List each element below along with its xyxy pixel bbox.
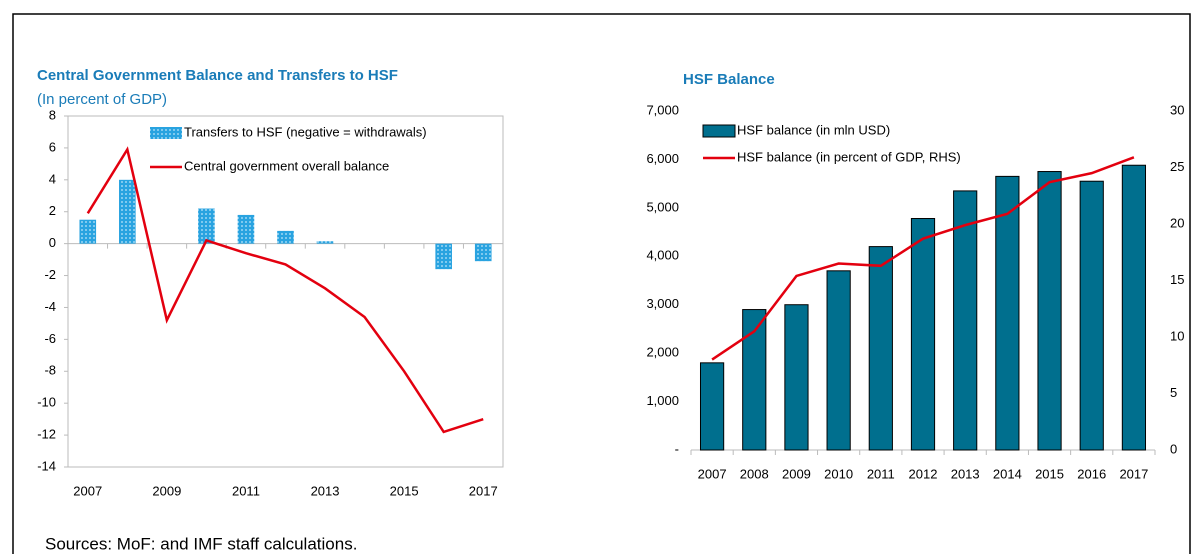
bar <box>119 179 136 244</box>
bar <box>953 190 978 451</box>
bar <box>316 241 334 244</box>
bar <box>79 219 97 244</box>
y-tick-label: -10 <box>37 395 56 410</box>
bar <box>826 270 851 451</box>
legend-label: HSF balance (in percent of GDP, RHS) <box>737 149 961 164</box>
footnote: Sources: MoF: and IMF staff calculations… <box>45 534 357 553</box>
line <box>86 146 484 434</box>
bar <box>868 246 893 451</box>
y2-tick-label: 20 <box>1170 215 1184 230</box>
chart-subtitle: (In percent of GDP) <box>37 91 167 108</box>
x-tick-label: 2013 <box>311 483 340 498</box>
bar <box>474 243 492 262</box>
y-tick-label: -4 <box>44 299 56 314</box>
bar <box>1037 171 1062 451</box>
y-tick-label: 8 <box>49 107 56 122</box>
bar <box>198 208 215 244</box>
y-tick-label: -12 <box>37 427 56 442</box>
y2-tick-label: 25 <box>1170 159 1184 174</box>
y2-tick-label: 15 <box>1170 272 1184 287</box>
y-tick-label: 6 <box>49 139 56 154</box>
x-tick-label: 2015 <box>390 483 419 498</box>
legend-label: HSF balance (in mln USD) <box>737 122 890 137</box>
bar <box>784 304 809 451</box>
x-tick-label: 2014 <box>993 466 1022 481</box>
x-tick-label: 2010 <box>824 466 853 481</box>
legend-swatch <box>150 127 182 139</box>
chart-title: Central Government Balance and Transfers… <box>37 67 398 84</box>
y-tick-label: 6,000 <box>646 151 679 166</box>
bar <box>910 218 936 451</box>
y-tick-label: - <box>675 441 679 456</box>
bar <box>1079 180 1104 451</box>
bar <box>995 175 1020 451</box>
y2-tick-label: 30 <box>1170 102 1184 117</box>
y-tick-label: 7,000 <box>646 102 679 117</box>
y-tick-label: 3,000 <box>646 296 679 311</box>
x-tick-label: 2013 <box>951 466 980 481</box>
x-tick-label: 2009 <box>782 466 811 481</box>
chart-title: HSF Balance <box>683 71 775 88</box>
y2-tick-label: 10 <box>1170 328 1184 343</box>
y2-tick-label: 5 <box>1170 385 1177 400</box>
y-tick-label: 4,000 <box>646 248 679 263</box>
y-tick-label: -14 <box>37 458 56 473</box>
line <box>711 156 1135 361</box>
y-tick-label: -2 <box>44 267 56 282</box>
y-tick-label: 4 <box>49 171 56 186</box>
y-tick-label: 2 <box>49 203 56 218</box>
bar <box>277 230 294 244</box>
plot-frame <box>67 115 504 468</box>
y-tick-label: 5,000 <box>646 199 679 214</box>
x-tick-label: 2017 <box>469 483 498 498</box>
x-tick-label: 2008 <box>740 466 769 481</box>
x-tick-label: 2015 <box>1035 466 1064 481</box>
y-tick-label: 0 <box>49 235 56 250</box>
legend-swatch <box>702 124 736 138</box>
legend-label: Central government overall balance <box>184 158 389 173</box>
bar <box>699 362 725 451</box>
y-tick-label: 1,000 <box>646 393 679 408</box>
bar <box>237 214 255 244</box>
x-tick-label: 2007 <box>73 483 102 498</box>
x-tick-label: 2011 <box>867 466 895 481</box>
x-tick-label: 2009 <box>152 483 181 498</box>
y-tick-label: 2,000 <box>646 345 679 360</box>
bar <box>1121 164 1147 451</box>
frame <box>12 13 1191 554</box>
legend-label: Transfers to HSF (negative = withdrawals… <box>184 124 427 139</box>
y-tick-label: -8 <box>44 363 56 378</box>
x-tick-label: 2012 <box>909 466 938 481</box>
x-tick-label: 2011 <box>232 483 260 498</box>
bar <box>435 243 452 270</box>
x-tick-label: 2016 <box>1077 466 1106 481</box>
y2-tick-label: 0 <box>1170 441 1177 456</box>
x-tick-label: 2007 <box>698 466 727 481</box>
y-tick-label: -6 <box>44 331 56 346</box>
bar <box>742 309 767 451</box>
x-tick-label: 2017 <box>1119 466 1148 481</box>
